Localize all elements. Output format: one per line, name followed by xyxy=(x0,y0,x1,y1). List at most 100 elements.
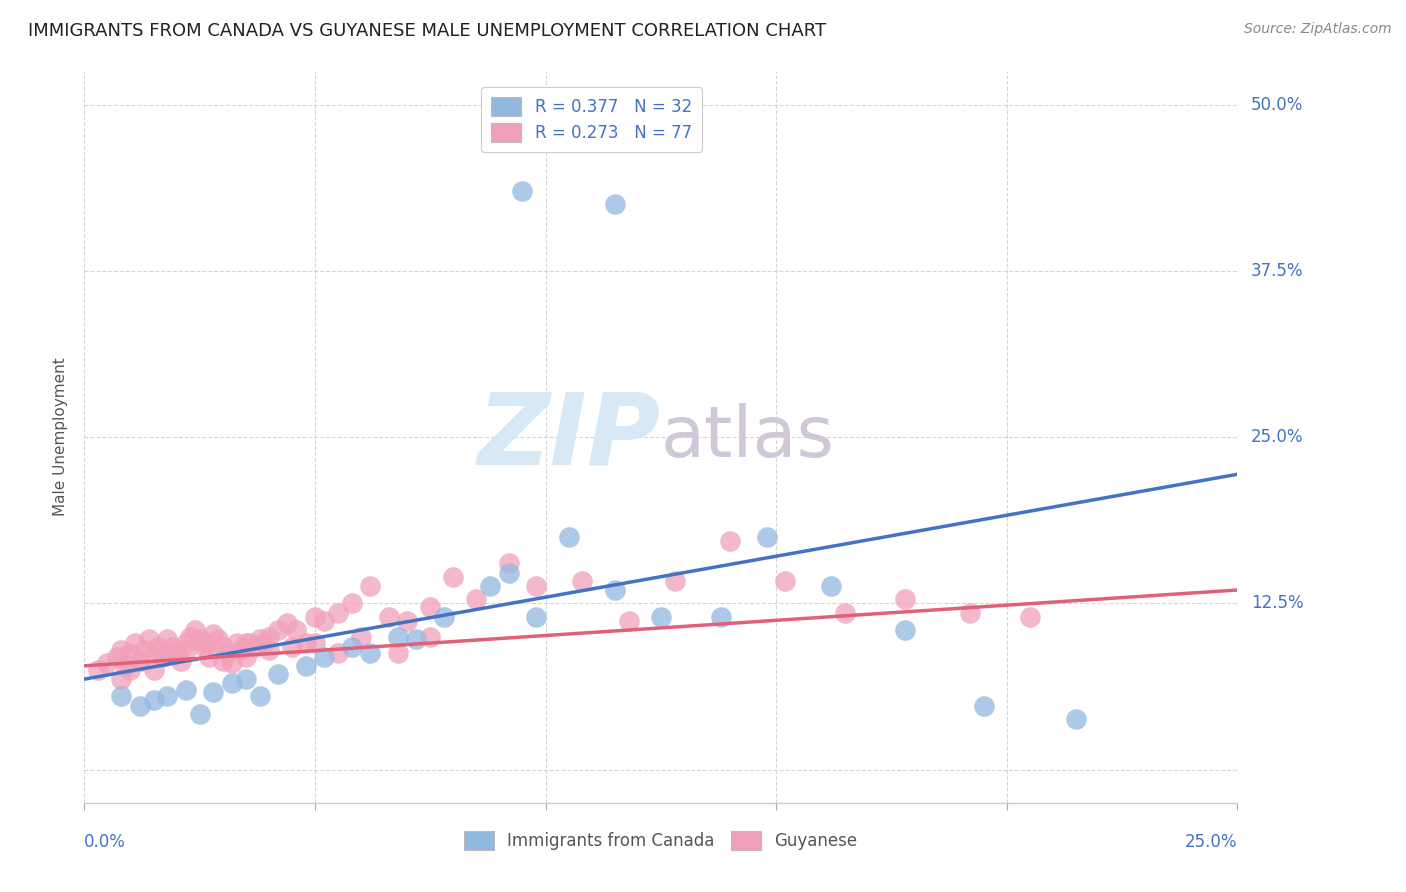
Point xyxy=(524,579,547,593)
Point xyxy=(396,614,419,628)
Point xyxy=(115,658,138,673)
Point xyxy=(142,663,165,677)
Point xyxy=(340,640,363,655)
Point xyxy=(405,632,427,647)
Point xyxy=(820,579,842,593)
Point xyxy=(419,630,441,644)
Point xyxy=(419,600,441,615)
Point xyxy=(120,646,142,660)
Point xyxy=(188,706,211,721)
Point xyxy=(184,623,207,637)
Text: Source: ZipAtlas.com: Source: ZipAtlas.com xyxy=(1244,22,1392,37)
Point xyxy=(267,666,290,681)
Point xyxy=(894,623,917,637)
Point xyxy=(524,609,547,624)
Point xyxy=(156,690,179,704)
Point xyxy=(479,579,502,593)
Text: 0.0%: 0.0% xyxy=(84,833,127,851)
Point xyxy=(267,623,290,637)
Point xyxy=(198,649,221,664)
Point xyxy=(128,653,150,667)
Point xyxy=(959,606,981,620)
Point xyxy=(314,614,336,628)
Point xyxy=(498,557,520,571)
Point xyxy=(326,646,349,660)
Point xyxy=(326,606,349,620)
Point xyxy=(603,582,626,597)
Point xyxy=(193,636,215,650)
Point xyxy=(235,672,257,686)
Text: 12.5%: 12.5% xyxy=(1251,594,1303,612)
Point xyxy=(142,693,165,707)
Point xyxy=(257,643,280,657)
Point xyxy=(718,533,741,548)
Text: 25.0%: 25.0% xyxy=(1251,428,1303,446)
Point xyxy=(340,596,363,610)
Point xyxy=(243,640,266,655)
Point xyxy=(1018,609,1040,624)
Text: atlas: atlas xyxy=(661,402,835,472)
Point xyxy=(314,649,336,664)
Legend: Immigrants from Canada, Guyanese: Immigrants from Canada, Guyanese xyxy=(454,821,868,860)
Point xyxy=(498,566,520,580)
Point xyxy=(134,643,156,657)
Point xyxy=(174,682,197,697)
Point xyxy=(775,574,797,588)
Point xyxy=(359,579,381,593)
Point xyxy=(188,632,211,647)
Text: 50.0%: 50.0% xyxy=(1251,95,1303,113)
Point xyxy=(285,623,308,637)
Point xyxy=(221,656,243,670)
Point xyxy=(110,690,132,704)
Point xyxy=(96,656,118,670)
Text: 37.5%: 37.5% xyxy=(1251,262,1303,280)
Point xyxy=(202,685,225,699)
Point xyxy=(1064,712,1087,726)
Point xyxy=(710,609,733,624)
Point xyxy=(170,653,193,667)
Point xyxy=(276,616,298,631)
Point xyxy=(249,632,271,647)
Y-axis label: Male Unemployment: Male Unemployment xyxy=(53,358,69,516)
Point xyxy=(105,649,128,664)
Point xyxy=(221,676,243,690)
Point xyxy=(387,630,409,644)
Point xyxy=(235,649,257,664)
Point xyxy=(650,609,672,624)
Point xyxy=(207,632,229,647)
Point xyxy=(304,636,326,650)
Point xyxy=(160,640,183,655)
Point xyxy=(235,636,257,650)
Point xyxy=(193,640,215,655)
Point xyxy=(124,636,146,650)
Point xyxy=(387,646,409,660)
Point xyxy=(359,646,381,660)
Point xyxy=(217,646,239,660)
Point xyxy=(174,643,197,657)
Point xyxy=(211,653,233,667)
Point xyxy=(664,574,686,588)
Point xyxy=(231,643,253,657)
Point xyxy=(571,574,593,588)
Point xyxy=(146,640,169,655)
Point xyxy=(211,640,233,655)
Point xyxy=(156,632,179,647)
Point xyxy=(138,632,160,647)
Point xyxy=(294,658,316,673)
Point xyxy=(239,636,262,650)
Text: ZIP: ZIP xyxy=(478,389,661,485)
Point xyxy=(281,640,304,655)
Point xyxy=(166,646,188,660)
Point xyxy=(465,592,488,607)
Point xyxy=(156,646,179,660)
Point xyxy=(174,636,197,650)
Point xyxy=(512,184,534,198)
Point xyxy=(110,672,132,686)
Text: IMMIGRANTS FROM CANADA VS GUYANESE MALE UNEMPLOYMENT CORRELATION CHART: IMMIGRANTS FROM CANADA VS GUYANESE MALE … xyxy=(28,22,827,40)
Point xyxy=(557,530,579,544)
Point xyxy=(755,530,778,544)
Point xyxy=(152,649,174,664)
Point xyxy=(120,663,142,677)
Point xyxy=(433,609,456,624)
Point xyxy=(225,636,247,650)
